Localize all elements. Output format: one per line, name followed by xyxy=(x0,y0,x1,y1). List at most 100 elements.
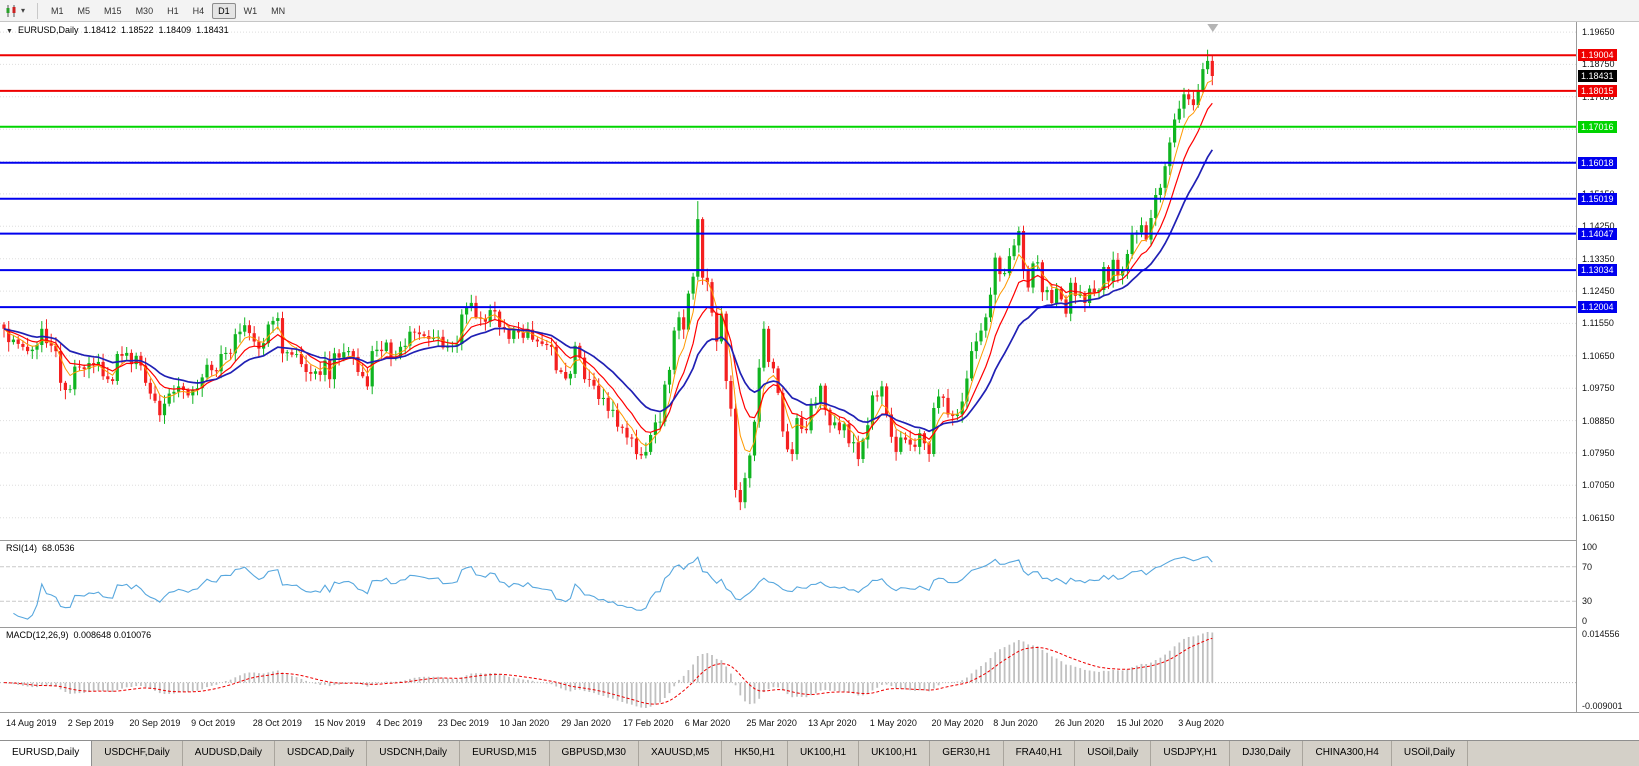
macd-axis-max-label: 0.014556 xyxy=(1582,629,1620,639)
date-tick-label: 4 Dec 2019 xyxy=(376,718,423,728)
candlestick-price-chart[interactable] xyxy=(0,22,1576,540)
macd-header: MACD(12,26,9) 0.008648 0.010076 xyxy=(6,630,156,640)
chart-type-dropdown[interactable]: ▾ xyxy=(5,4,25,18)
chart-shift-marker xyxy=(1207,24,1219,32)
current-price-label: 1.18431 xyxy=(1578,69,1617,82)
rsi-tick-label: 70 xyxy=(1582,561,1593,572)
macd-axis-min-label: -0.009001 xyxy=(1582,701,1623,711)
rsi-value: 68.0536 xyxy=(42,543,75,553)
pane-separator[interactable] xyxy=(0,627,1639,628)
price-tick-label: 1.13350 xyxy=(1582,253,1615,264)
ohlc-open: 1.18412 xyxy=(83,25,116,35)
date-tick-label: 17 Feb 2020 xyxy=(623,718,674,728)
date-tick-label: 20 May 2020 xyxy=(931,718,984,728)
timeframe-button-h1[interactable]: H1 xyxy=(167,5,179,16)
timeframe-button-m15[interactable]: M15 xyxy=(104,5,122,16)
chart-tab-usoil-daily[interactable]: USOil,Daily xyxy=(1391,741,1468,766)
chart-tab-usdjpy-h1[interactable]: USDJPY,H1 xyxy=(1151,741,1231,766)
chart-tab-dj30-daily[interactable]: DJ30,Daily xyxy=(1230,741,1304,766)
chevron-down-icon: ▾ xyxy=(21,6,26,15)
level-price-label: 1.12004 xyxy=(1578,301,1617,314)
timeframe-buttons: M1 M5 M15 M30 H1 H4 D1 W1 MN xyxy=(44,2,292,19)
timeframe-button-m5[interactable]: M5 xyxy=(77,5,91,16)
price-tick-label: 1.07050 xyxy=(1582,480,1615,491)
chart-tab-usdchf-daily[interactable]: USDCHF,Daily xyxy=(92,741,183,766)
chart-ohlc-header: ▼ EURUSD,Daily 1.18412 1.18522 1.18409 1.1843… xyxy=(6,25,234,35)
timeframe-button-w1[interactable]: W1 xyxy=(243,5,258,16)
toolbar-separator xyxy=(37,2,39,19)
date-axis[interactable]: 14 Aug 2019 2 Sep 2019 20 Sep 2019 9 Oct 20… xyxy=(0,712,1639,735)
timeframe-button-m30[interactable]: M30 xyxy=(135,5,154,16)
date-tick-label: 29 Jan 2020 xyxy=(561,718,611,728)
pane-separator[interactable] xyxy=(0,540,1639,541)
timeframe-button-d1[interactable]: D1 xyxy=(212,2,236,19)
chart-tab-uk100-h1[interactable]: UK100,H1 xyxy=(787,741,860,766)
collapse-chart-icon[interactable]: ▼ xyxy=(6,28,13,35)
price-axis[interactable]: 1.196501.187501.178501.169501.160501.151… xyxy=(1576,22,1639,712)
chart-tab-gbpusd-m30[interactable]: GBPUSD,M30 xyxy=(549,741,639,766)
date-tick-label: 6 Mar 2020 xyxy=(684,718,731,728)
timeframe-button-h4[interactable]: H4 xyxy=(192,5,205,16)
chart-tab-usdcad-daily[interactable]: USDCAD,Daily xyxy=(275,741,368,766)
timeframe-button-mn[interactable]: MN xyxy=(271,5,286,16)
price-tick-label: 1.19650 xyxy=(1582,27,1615,38)
macd-indicator-chart[interactable] xyxy=(0,628,1576,712)
rsi-label: RSI(14) xyxy=(6,543,38,553)
rsi-header: RSI(14) 68.0536 xyxy=(6,543,80,553)
level-price-label: 1.16018 xyxy=(1578,156,1617,169)
date-tick-label: 14 Aug 2019 xyxy=(6,718,57,728)
chart-tab-ger30-h1[interactable]: GER30,H1 xyxy=(930,741,1004,766)
macd-signal-line xyxy=(3,637,1213,705)
price-tick-label: 1.09750 xyxy=(1582,383,1615,394)
price-tick-label: 1.14250 xyxy=(1582,221,1615,232)
chart-tab-eurusd-daily[interactable]: EURUSD,Daily xyxy=(0,741,93,766)
price-tick-label: 1.11550 xyxy=(1582,318,1614,329)
chart-tab-audusd-daily[interactable]: AUDUSD,Daily xyxy=(182,741,276,766)
level-price-label: 1.14047 xyxy=(1578,227,1617,240)
date-tick-label: 2 Sep 2019 xyxy=(67,718,114,728)
chart-tab-usdcnh-daily[interactable]: USDCNH,Daily xyxy=(367,741,461,766)
ohlc-close: 1.18431 xyxy=(196,25,229,35)
chart-tab-uk100-h1[interactable]: UK100,H1 xyxy=(859,741,931,766)
chart-tab-xauusd-m5[interactable]: XAUUSD,M5 xyxy=(639,741,723,766)
price-tick-label: 1.10650 xyxy=(1582,350,1615,361)
ohlc-high: 1.18522 xyxy=(121,25,154,35)
ema-fast-line xyxy=(3,79,1213,453)
rsi-tick-label: 0 xyxy=(1582,616,1588,626)
timeframe-button-m1[interactable]: M1 xyxy=(51,5,64,16)
macd-histogram xyxy=(7,632,1214,708)
price-tick-label: 1.18750 xyxy=(1582,59,1615,70)
date-tick-label: 1 May 2020 xyxy=(869,718,917,728)
price-tick-label: 1.06150 xyxy=(1582,512,1615,523)
date-tick-label: 23 Dec 2019 xyxy=(437,718,489,728)
price-tick-label: 1.07950 xyxy=(1582,447,1615,458)
date-tick-label: 26 Jun 2020 xyxy=(1054,718,1105,728)
chart-tab-eurusd-m15[interactable]: EURUSD,M15 xyxy=(460,741,550,766)
price-tick-label: 1.08850 xyxy=(1582,415,1615,426)
date-tick-label: 20 Sep 2019 xyxy=(129,718,181,728)
ohlc-low: 1.18409 xyxy=(158,25,192,35)
candlestick-chart-icon xyxy=(6,4,16,17)
ema-medium-line xyxy=(3,102,1213,441)
ema-slow-line xyxy=(3,149,1214,433)
date-tick-label: 8 Jun 2020 xyxy=(993,718,1038,728)
level-price-label: 1.13034 xyxy=(1578,264,1617,277)
date-tick-label: 10 Jan 2020 xyxy=(499,718,550,728)
level-price-label: 1.17016 xyxy=(1578,120,1617,133)
top-toolbar: ▾ M1 M5 M15 M30 H1 H4 D1 W1 MN xyxy=(0,0,1639,22)
rsi-line xyxy=(13,556,1213,620)
candles xyxy=(2,49,1214,511)
symbol-label: EURUSD,Daily xyxy=(17,25,79,35)
date-tick-label: 25 Mar 2020 xyxy=(746,718,797,728)
horizontal-level-lines[interactable] xyxy=(0,54,1576,309)
rsi-level-lines xyxy=(0,566,1576,602)
chart-tabs-bar: EURUSD,Daily USDCHF,Daily AUDUSD,Daily USDC… xyxy=(0,740,1639,766)
chart-tab-hk50-h1[interactable]: HK50,H1 xyxy=(722,741,788,766)
date-tick-label: 9 Oct 2019 xyxy=(191,718,236,728)
level-price-label: 1.15019 xyxy=(1578,192,1617,205)
macd-values: 0.008648 0.010076 xyxy=(73,630,152,640)
chart-tab-fra40-h1[interactable]: FRA40,H1 xyxy=(1003,741,1076,766)
chart-tab-china300-h4[interactable]: CHINA300,H4 xyxy=(1303,741,1392,766)
chart-tab-usoil-daily[interactable]: USOil,Daily xyxy=(1075,741,1152,766)
rsi-indicator-chart[interactable] xyxy=(0,541,1576,627)
